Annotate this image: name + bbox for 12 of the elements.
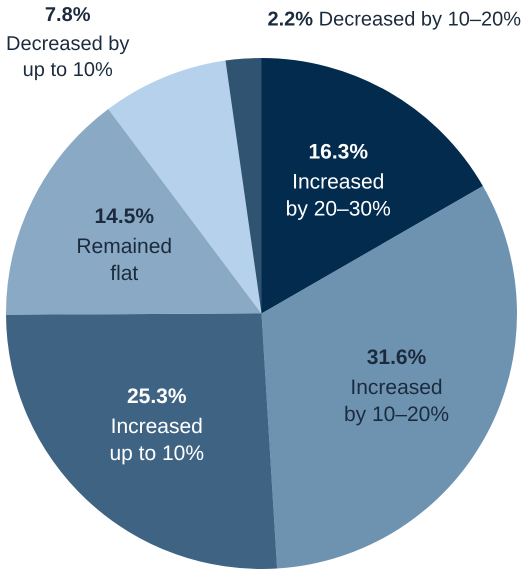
- data-label: 14.5%: [94, 205, 154, 228]
- slice-label: Increased up to 10%: [109, 415, 204, 466]
- slice-label: Remained flat: [76, 235, 172, 286]
- data-label: 2.2%: [268, 8, 314, 31]
- data-label: 31.6%: [366, 346, 427, 369]
- data-label: 7.8%: [44, 4, 91, 26]
- slice-label: Increased by 20–30%: [286, 170, 391, 221]
- data-label: 16.3%: [308, 140, 368, 164]
- data-label: 25.3%: [126, 385, 187, 408]
- slice-label: Decreased by 10–20%: [318, 8, 522, 31]
- slice-label: Decreased by up to 10%: [6, 32, 130, 81]
- slice-label: Increased by 10–20%: [344, 376, 450, 426]
